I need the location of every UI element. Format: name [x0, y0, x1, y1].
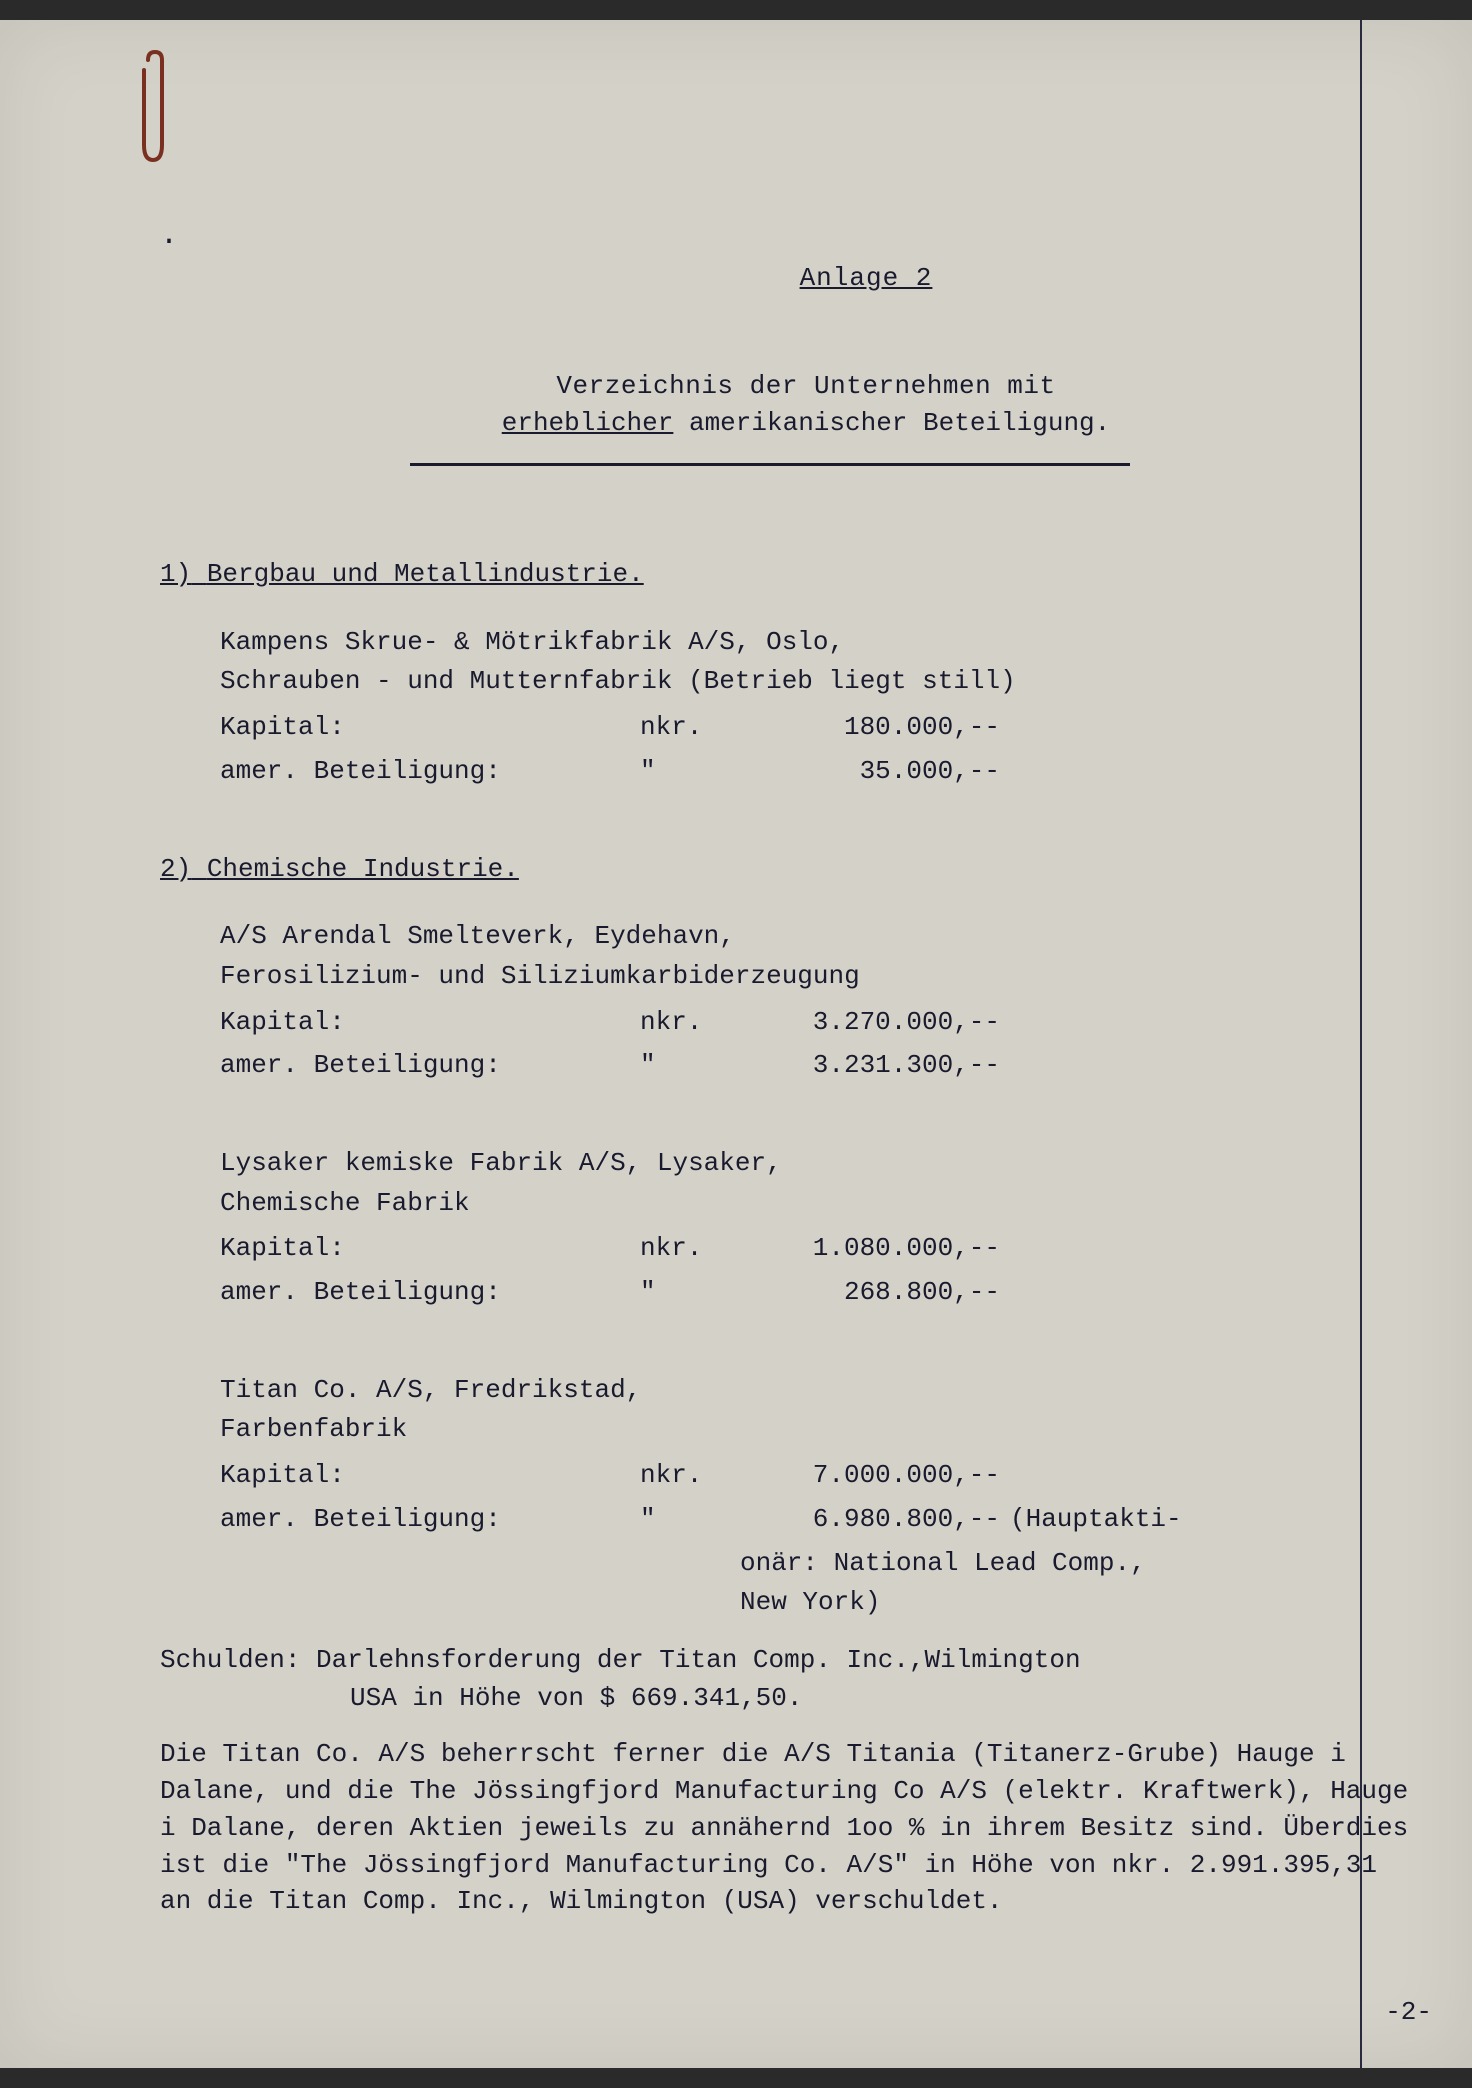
kv-extra: (Hauptakti- — [1000, 1501, 1182, 1539]
subtitle-rest: amerikanischer Beteiligung. — [673, 408, 1110, 438]
entry-desc: Farbenfabrik — [220, 1411, 1300, 1449]
entry-desc: Chemische Fabrik — [220, 1185, 1300, 1223]
kv-row: Kapital: nkr. 3.270.000,-- — [220, 1004, 1300, 1042]
entry-desc: Schrauben - und Mutternfabrik (Betrieb l… — [220, 663, 1300, 701]
entry-desc: Ferosilizium- und Siliziumkarbiderzeugun… — [220, 958, 1300, 996]
kv-currency: nkr. — [640, 709, 740, 747]
kv-value: 3.231.300,-- — [740, 1047, 1000, 1085]
aside-note: onär: National Lead Comp., New York) — [740, 1544, 1300, 1622]
page-number: -2- — [1385, 1994, 1432, 2032]
page-heading: Anlage 2 — [340, 260, 1392, 298]
section-2-heading: 2) Chemische Industrie. — [160, 851, 1392, 889]
schulden-line2: USA in Höhe von $ 669.341,50. — [160, 1680, 1360, 1718]
kv-row: amer. Beteiligung: " 268.800,-- — [220, 1274, 1300, 1312]
subtitle-line2: erheblicher amerikanischer Beteiligung. — [220, 405, 1392, 443]
schulden-block: Schulden: Darlehnsforderung der Titan Co… — [160, 1642, 1360, 1717]
kv-value: 1.080.000,-- — [740, 1230, 1000, 1268]
kv-value: 180.000,-- — [740, 709, 1000, 747]
kv-value: 7.000.000,-- — [740, 1457, 1000, 1495]
entry-kampens: Kampens Skrue- & Mötrikfabrik A/S, Oslo,… — [220, 624, 1300, 791]
kv-label: amer. Beteiligung: — [220, 1047, 640, 1085]
paperclip-icon — [140, 50, 170, 170]
kv-row: Kapital: nkr. 7.000.000,-- — [220, 1457, 1300, 1495]
footer-paragraph: Die Titan Co. A/S beherrscht ferner die … — [160, 1736, 1420, 1921]
kv-row: Kapital: nkr. 1.080.000,-- — [220, 1230, 1300, 1268]
kv-currency: " — [640, 1274, 740, 1312]
kv-label: amer. Beteiligung: — [220, 1501, 640, 1539]
kv-currency: nkr. — [640, 1457, 740, 1495]
kv-label: amer. Beteiligung: — [220, 753, 640, 791]
schulden-line1: Darlehnsforderung der Titan Comp. Inc.,W… — [316, 1645, 1081, 1675]
document-page: . Anlage 2 Verzeichnis der Unternehmen m… — [0, 20, 1472, 2068]
entry-titan: Titan Co. A/S, Fredrikstad, Farbenfabrik… — [220, 1372, 1300, 1623]
kv-currency: " — [640, 1501, 740, 1539]
subtitle-line1: Verzeichnis der Unternehmen mit — [220, 368, 1392, 406]
kv-currency: nkr. — [640, 1004, 740, 1042]
stray-mark: . — [160, 215, 178, 259]
kv-value: 3.270.000,-- — [740, 1004, 1000, 1042]
entry-name: Kampens Skrue- & Mötrikfabrik A/S, Oslo, — [220, 624, 1300, 662]
entry-arendal: A/S Arendal Smelteverk, Eydehavn, Ferosi… — [220, 918, 1300, 1085]
kv-row: amer. Beteiligung: " 3.231.300,-- — [220, 1047, 1300, 1085]
entry-name: Titan Co. A/S, Fredrikstad, — [220, 1372, 1300, 1410]
entry-name: A/S Arendal Smelteverk, Eydehavn, — [220, 918, 1300, 956]
kv-row: amer. Beteiligung: " 6.980.800,-- (Haupt… — [220, 1501, 1300, 1539]
kv-value: 35.000,-- — [740, 753, 1000, 791]
kv-label: Kapital: — [220, 709, 640, 747]
kv-label: Kapital: — [220, 1004, 640, 1042]
entry-name: Lysaker kemiske Fabrik A/S, Lysaker, — [220, 1145, 1300, 1183]
kv-row: amer. Beteiligung: " 35.000,-- — [220, 753, 1300, 791]
subtitle-underlined: erheblicher — [502, 408, 674, 438]
kv-value: 268.800,-- — [740, 1274, 1000, 1312]
subtitle: Verzeichnis der Unternehmen mit erheblic… — [220, 368, 1392, 443]
schulden-label: Schulden: — [160, 1645, 300, 1675]
entry-lysaker: Lysaker kemiske Fabrik A/S, Lysaker, Che… — [220, 1145, 1300, 1312]
kv-label: amer. Beteiligung: — [220, 1274, 640, 1312]
kv-currency: " — [640, 1047, 740, 1085]
section-1-heading: 1) Bergbau und Metallindustrie. — [160, 556, 1392, 594]
margin-line — [1360, 20, 1362, 2068]
heading-text: Anlage 2 — [800, 263, 933, 293]
kv-currency: nkr. — [640, 1230, 740, 1268]
kv-currency: " — [640, 753, 740, 791]
kv-label: Kapital: — [220, 1230, 640, 1268]
divider-line — [410, 463, 1130, 466]
kv-value: 6.980.800,-- — [740, 1501, 1000, 1539]
kv-row: Kapital: nkr. 180.000,-- — [220, 709, 1300, 747]
kv-label: Kapital: — [220, 1457, 640, 1495]
